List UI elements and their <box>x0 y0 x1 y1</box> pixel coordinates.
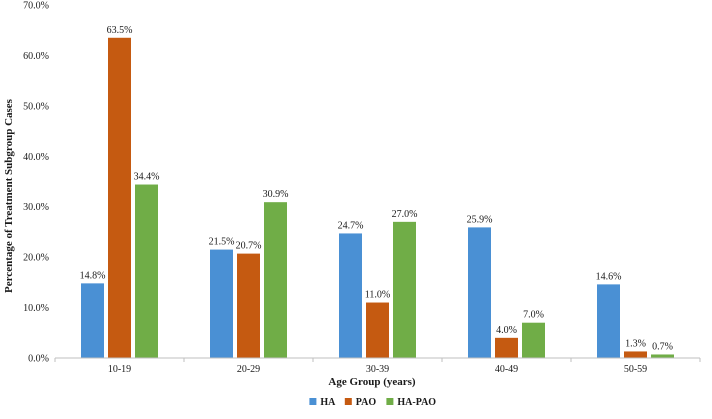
y-tick-label: 10.0% <box>23 303 49 314</box>
legend-swatch <box>386 398 394 405</box>
data-label: 25.9% <box>467 214 493 225</box>
y-tick-label: 30.0% <box>23 202 49 213</box>
legend: HA PAO HA-PAO <box>309 397 436 408</box>
bar-ha-20-29 <box>210 249 233 358</box>
bar-pao-40-49 <box>495 337 518 358</box>
bar-ha-pao-20-29 <box>264 202 287 358</box>
legend-item-ha-pao: HA-PAO <box>386 397 436 408</box>
x-tick-label: 30-39 <box>366 364 389 375</box>
x-axis-title: Age Group (years) <box>328 376 416 388</box>
legend-label: PAO <box>356 397 377 408</box>
data-label: 4.0% <box>496 325 517 336</box>
bar-pao-10-19 <box>108 37 131 359</box>
legend-label: HA-PAO <box>397 397 436 408</box>
bar-ha-10-19 <box>81 283 104 358</box>
data-labels: 14.8% 63.5% 34.4% 21.5% 20.7% 30.9% 24.7% 11.0%… <box>80 25 673 353</box>
data-label: 21.5% <box>209 237 235 248</box>
x-tick-label: 10-19 <box>108 364 131 375</box>
legend-label: HA <box>320 397 336 408</box>
bar-pao-20-29 <box>237 253 260 358</box>
y-tick-label: 0.0% <box>28 354 49 365</box>
data-label: 27.0% <box>392 209 418 220</box>
y-axis-title-group: Percentage of Treatment Subgroup Cases <box>3 98 15 293</box>
x-axis-ticks: 10-19 20-29 30-39 40-49 50-59 <box>54 358 701 375</box>
legend-item-pao: PAO <box>344 397 377 408</box>
data-label: 34.4% <box>134 172 160 183</box>
bar-ha-40-49 <box>468 227 491 358</box>
y-tick-label: 50.0% <box>23 101 49 112</box>
y-tick-label: 40.0% <box>23 152 49 163</box>
x-tick-label: 40-49 <box>495 364 518 375</box>
x-tick-label: 20-29 <box>237 364 260 375</box>
bar-ha-pao-50-59 <box>651 354 674 358</box>
data-label: 0.7% <box>652 341 673 352</box>
data-label: 14.6% <box>596 271 622 282</box>
y-axis-ticks: 0.0% 10.0% 20.0% 30.0% 40.0% 50.0% 60.0% 70.0% <box>23 1 49 365</box>
data-label: 63.5% <box>107 25 133 36</box>
bars <box>81 37 674 359</box>
data-label: 7.0% <box>523 310 544 321</box>
data-label: 14.8% <box>80 270 106 281</box>
x-tick-label: 50-59 <box>624 364 647 375</box>
bar-pao-50-59 <box>624 351 647 358</box>
bar-ha-pao-30-39 <box>393 221 416 358</box>
bar-ha-50-59 <box>597 284 620 358</box>
bar-ha-pao-10-19 <box>135 184 158 358</box>
bar-pao-30-39 <box>366 302 389 358</box>
data-label: 20.7% <box>236 241 262 252</box>
data-label: 1.3% <box>625 338 646 349</box>
data-label: 24.7% <box>338 220 364 231</box>
y-tick-label: 70.0% <box>23 1 49 12</box>
y-tick-label: 20.0% <box>23 253 49 264</box>
y-tick-label: 60.0% <box>23 51 49 62</box>
y-axis-title: Percentage of Treatment Subgroup Cases <box>3 98 15 293</box>
bar-ha-pao-40-49 <box>522 322 545 358</box>
data-label: 11.0% <box>365 290 390 301</box>
legend-swatch <box>309 398 317 405</box>
bar-ha-30-39 <box>339 233 362 358</box>
data-label: 30.9% <box>263 189 289 200</box>
legend-swatch <box>344 398 352 405</box>
legend-item-ha: HA <box>309 397 336 408</box>
